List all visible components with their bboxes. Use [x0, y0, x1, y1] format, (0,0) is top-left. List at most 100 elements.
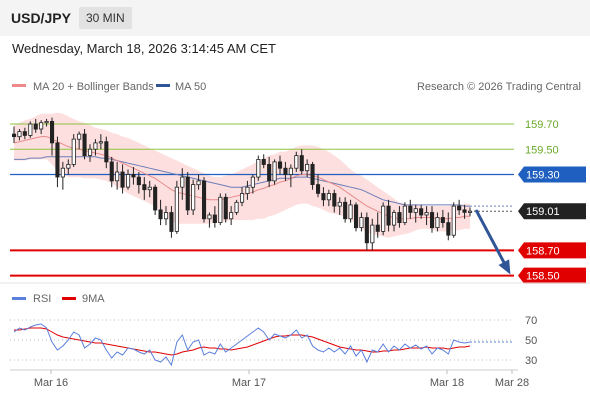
- candle: [321, 187, 326, 207]
- candle-body: [305, 163, 310, 172]
- candle: [440, 209, 445, 228]
- candle-body: [60, 167, 65, 178]
- candle-body: [191, 184, 196, 211]
- candle: [22, 127, 27, 140]
- candle-body: [234, 201, 239, 213]
- candle: [446, 212, 451, 241]
- candle: [115, 161, 120, 190]
- candle: [207, 212, 212, 228]
- candle: [467, 207, 473, 217]
- candle: [120, 164, 125, 194]
- candle: [234, 199, 239, 215]
- candle-body: [39, 122, 44, 130]
- candle: [191, 179, 196, 215]
- candle-body: [126, 174, 131, 188]
- candle: [93, 139, 98, 156]
- candle: [131, 166, 136, 185]
- candle-body: [402, 205, 407, 223]
- candle: [364, 212, 369, 251]
- candle-body: [413, 208, 418, 213]
- legend-ma50-label: MA 50: [175, 81, 206, 93]
- candle-body: [294, 155, 299, 169]
- candle-body: [429, 212, 435, 229]
- candle: [402, 202, 407, 226]
- candle-body: [136, 176, 141, 186]
- candle: [462, 204, 467, 219]
- rsi-legend: RSI 9MA: [12, 293, 105, 305]
- rsi-line: [13, 323, 471, 367]
- candle-body: [77, 133, 82, 140]
- x-tick-label: Mar 28: [495, 377, 529, 389]
- candle: [277, 155, 283, 175]
- candle-body: [250, 176, 255, 188]
- candle: [98, 134, 103, 150]
- candle-body: [408, 205, 413, 213]
- level-label-159.50: 159.50: [525, 144, 559, 156]
- legend-ma20-swatch: [12, 84, 26, 87]
- candle: [39, 120, 44, 135]
- x-tick-label: Mar 18: [430, 377, 464, 389]
- candle-body: [370, 224, 375, 244]
- candle: [158, 199, 163, 226]
- candle-body: [28, 123, 33, 136]
- level-label-158.50: 158.50: [526, 271, 560, 283]
- candle-body: [321, 193, 326, 201]
- forecast-arrow-shaft: [474, 209, 511, 273]
- symbol-label: USD/JPY: [11, 10, 71, 26]
- candle: [283, 161, 288, 181]
- candle: [11, 126, 17, 143]
- level-tag-158.70: [518, 242, 586, 259]
- level-tag-158.50: [518, 267, 586, 284]
- candle: [169, 206, 174, 238]
- candle: [71, 134, 76, 167]
- candle-body: [163, 212, 169, 220]
- candle: [391, 209, 397, 232]
- candle-body: [71, 138, 76, 165]
- candle-body: [332, 193, 337, 207]
- candle: [397, 206, 402, 228]
- timeframe-badge[interactable]: 30 MIN: [79, 7, 132, 29]
- candle: [451, 202, 456, 238]
- legend: MA 20 + Bollinger Bands MA 50 Research ©…: [12, 81, 581, 93]
- candle-body: [115, 171, 120, 182]
- candle: [82, 129, 87, 160]
- candle-body: [131, 174, 136, 178]
- rsi-tick-70: 70: [525, 315, 537, 327]
- candle: [413, 204, 418, 223]
- candle: [424, 206, 429, 226]
- level-label-158.70: 158.70: [526, 245, 560, 257]
- candle-body: [88, 148, 93, 156]
- candle-body: [446, 222, 451, 236]
- candle: [142, 177, 147, 200]
- candle: [315, 174, 321, 198]
- candle: [104, 136, 109, 169]
- candle: [250, 174, 255, 194]
- candle-body: [17, 131, 22, 138]
- candle: [343, 197, 348, 223]
- candle-body: [55, 142, 60, 178]
- level-label-159.30: 159.30: [526, 170, 560, 182]
- candle: [332, 189, 337, 213]
- candle: [212, 206, 217, 228]
- candle-body: [196, 180, 201, 186]
- rsi-tick-30: 30: [525, 355, 537, 367]
- rsi-tick-50: 50: [525, 335, 537, 347]
- candle-body: [44, 121, 49, 124]
- candle-body: [82, 133, 87, 157]
- rsi-pane: 70 50 30: [10, 315, 537, 367]
- candle-body: [239, 193, 245, 203]
- candle-body: [218, 196, 223, 224]
- candle: [153, 184, 158, 215]
- candle: [201, 177, 207, 223]
- candle-body: [457, 205, 462, 211]
- candle-body: [419, 208, 424, 216]
- candle: [337, 197, 342, 215]
- datetime-label: Wednesday, March 18, 2026 3:14:45 AM CET: [12, 41, 276, 56]
- copyright-label: Research © 2026 Trading Central: [417, 81, 581, 93]
- candle-body: [120, 171, 125, 188]
- ma9-line: [14, 327, 471, 356]
- candle: [348, 199, 353, 223]
- candle-body: [267, 163, 272, 182]
- candle-body: [104, 141, 109, 163]
